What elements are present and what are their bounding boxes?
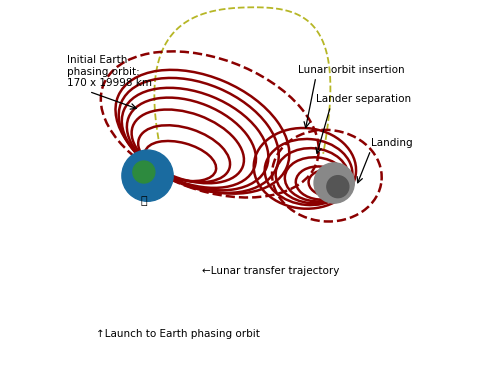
Text: Lander separation: Lander separation bbox=[316, 94, 411, 104]
Text: ←Lunar transfer trajectory: ←Lunar transfer trajectory bbox=[202, 266, 340, 276]
Text: Lunar orbit insertion: Lunar orbit insertion bbox=[298, 65, 404, 75]
Text: Initial Earth
phasing orbit:
170 x 19998 km: Initial Earth phasing orbit: 170 x 19998… bbox=[67, 55, 152, 88]
Text: 🛸: 🛸 bbox=[140, 196, 147, 206]
Circle shape bbox=[122, 150, 173, 201]
Circle shape bbox=[133, 161, 155, 183]
Circle shape bbox=[314, 163, 354, 203]
Circle shape bbox=[327, 176, 349, 198]
Text: ↑Launch to Earth phasing orbit: ↑Launch to Earth phasing orbit bbox=[96, 329, 260, 339]
Text: Landing: Landing bbox=[371, 138, 412, 148]
